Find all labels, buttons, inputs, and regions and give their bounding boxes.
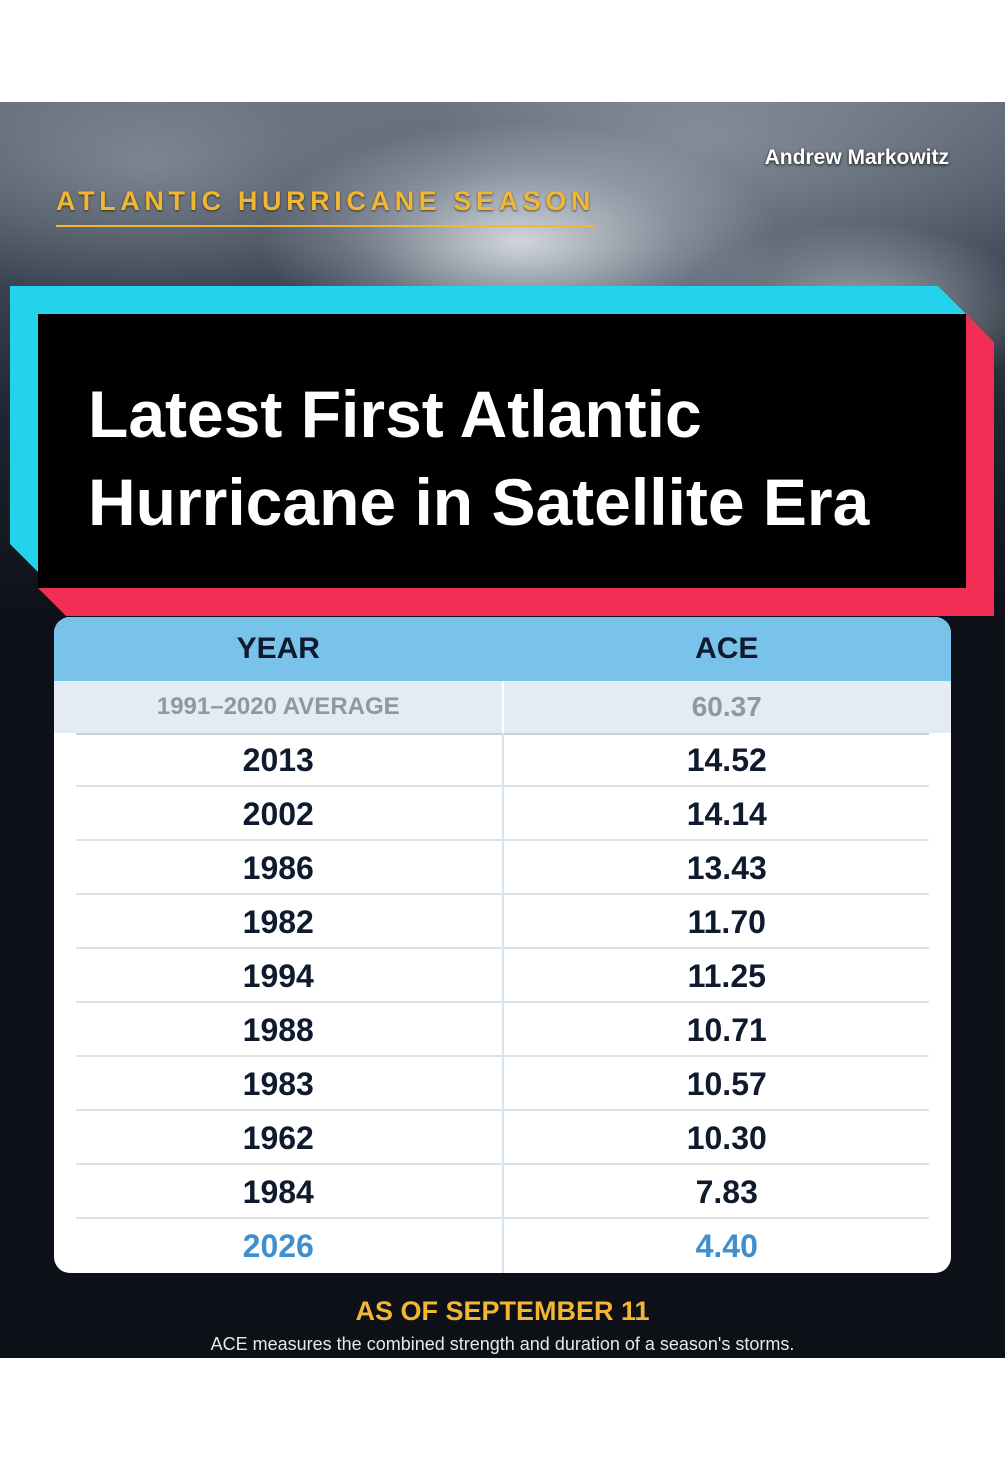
row-ace: 7.83 [695,1173,758,1210]
table-header: YEAR ACE [54,617,951,681]
title-banner-shapes [10,286,994,616]
row-ace: 4.40 [695,1227,758,1264]
as-of-date: AS OF SEPTEMBER 11 [355,1296,650,1326]
column-header-ace: ACE [695,632,759,665]
row-ace: 10.57 [686,1065,767,1102]
row-ace: 14.52 [686,741,767,778]
row-ace: 10.30 [686,1119,767,1156]
row-ace: 10.71 [686,1011,767,1048]
row-ace: 14.14 [686,795,767,832]
author-credit: Andrew Markowitz [764,146,949,169]
average-row: 1991–2020 AVERAGE 60.37 [54,681,951,733]
row-year: 2002 [242,795,314,832]
ace-table: YEAR ACE 1991–2020 AVERAGE 60.37 2013 14… [54,617,951,1273]
row-year: 1984 [242,1173,314,1210]
page-title: Latest First Atlantic Hurricane in Satel… [88,370,948,546]
graphic-panel: Andrew Markowitz ATLANTIC HURRICANE SEAS… [0,102,1005,1358]
table-row-highlighted: 2026 4.40 [54,1219,951,1273]
title-banner: Latest First Atlantic Hurricane in Satel… [0,102,1005,622]
row-year: 2026 [242,1227,314,1264]
title-line-2: Hurricane in Satellite Era [88,465,870,539]
average-label: 1991–2020 AVERAGE [156,693,400,720]
row-year: 1986 [242,849,314,886]
average-divider [502,681,504,733]
row-year: 1983 [242,1065,314,1102]
banner-black-box [38,314,966,588]
row-year: 1988 [242,1011,314,1048]
row-year: 1982 [242,903,314,940]
row-ace: 11.70 [687,903,766,940]
row-ace: 11.25 [687,957,766,994]
row-year: 2013 [242,741,314,778]
season-label: ATLANTIC HURRICANE SEASON [56,186,595,227]
row-year: 1962 [242,1119,314,1156]
average-ace: 60.37 [691,691,762,722]
row-year: 1994 [242,957,314,994]
table-row: 1983 10.57 [54,1057,951,1111]
title-line-1: Latest First Atlantic [88,377,702,451]
column-divider [502,733,504,1273]
column-header-year: YEAR [236,632,320,665]
footnote: ACE measures the combined strength and d… [210,1334,795,1354]
row-ace: 13.43 [686,849,767,886]
